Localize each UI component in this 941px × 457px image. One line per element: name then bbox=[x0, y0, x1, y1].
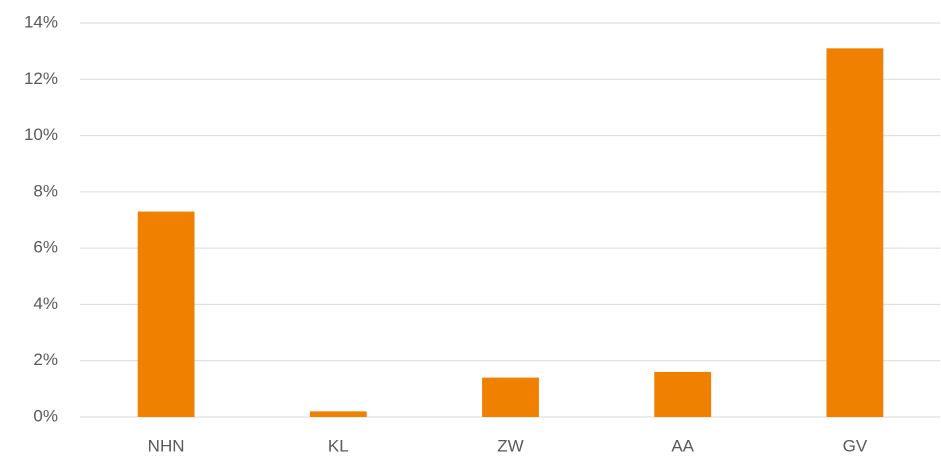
x-tick-label: KL bbox=[328, 436, 349, 455]
x-tick-label: NHN bbox=[148, 436, 185, 455]
bar bbox=[654, 371, 712, 417]
y-tick-label: 0% bbox=[33, 406, 58, 425]
bar bbox=[826, 48, 884, 417]
bar bbox=[482, 377, 539, 417]
x-tick-label: ZW bbox=[497, 436, 523, 455]
bar bbox=[309, 411, 367, 417]
y-tick-label: 6% bbox=[33, 238, 58, 257]
x-tick-label: AA bbox=[671, 436, 694, 455]
y-tick-label: 12% bbox=[24, 69, 58, 88]
y-tick-label: 8% bbox=[33, 181, 58, 200]
y-tick-label: 4% bbox=[33, 294, 58, 313]
bar bbox=[137, 211, 195, 417]
y-tick-label: 10% bbox=[24, 125, 58, 144]
x-tick-label: GV bbox=[843, 436, 868, 455]
y-tick-label: 2% bbox=[33, 350, 58, 369]
y-tick-label: 14% bbox=[24, 12, 58, 31]
